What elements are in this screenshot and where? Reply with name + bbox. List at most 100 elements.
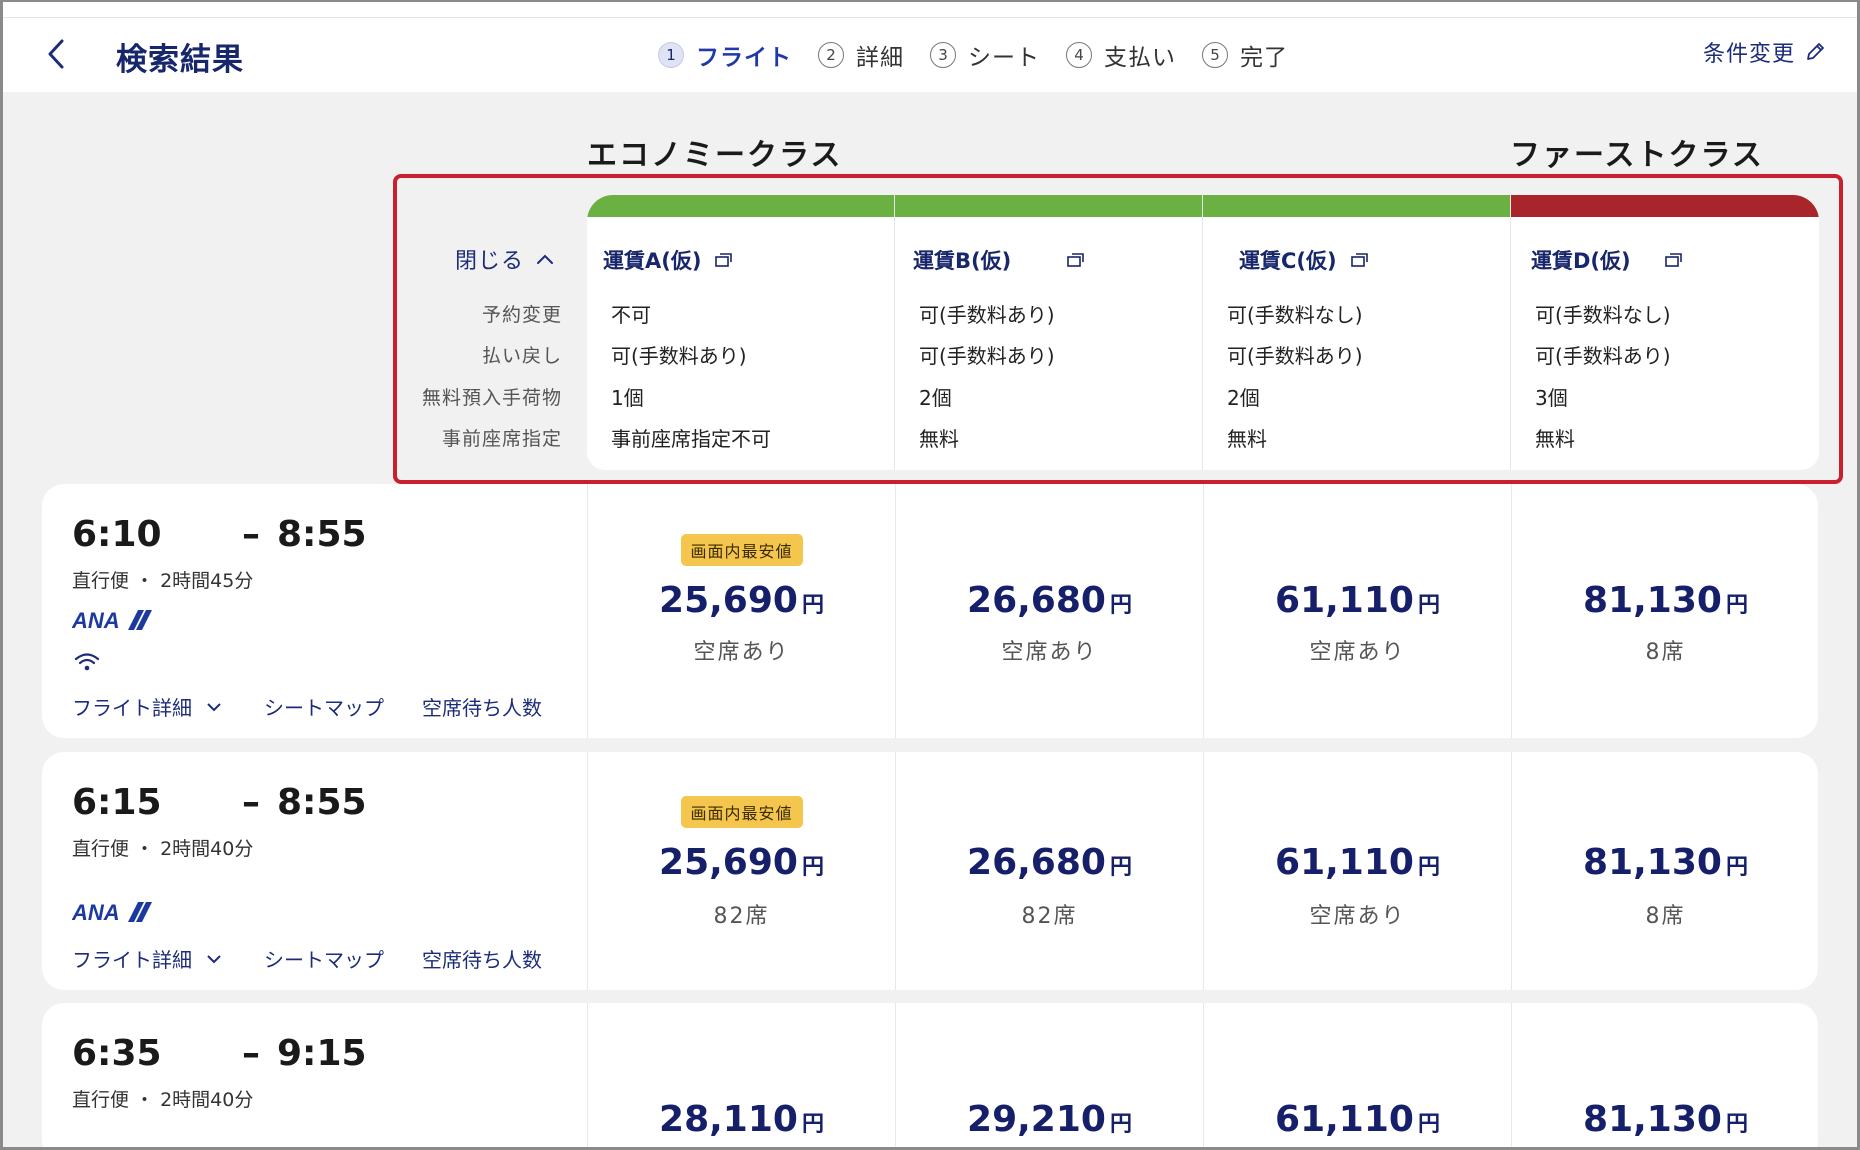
price-cell[interactable]: 画面内最安値 25,690 円 空席あり xyxy=(587,484,895,738)
price-cell[interactable]: 61,110 円 空席あり xyxy=(1203,484,1511,738)
close-fare-details-toggle[interactable]: 閉じる xyxy=(455,243,554,275)
seat-map-link[interactable]: シートマップ xyxy=(264,696,384,720)
step-flight[interactable]: 1 フライト xyxy=(658,38,792,72)
price-cell[interactable]: 26,680 円 82席 xyxy=(895,752,1203,990)
flight-card: 6:15 – 8:55 直行便 ・ 2時間40分 ANA フライト詳細 シートマ… xyxy=(42,752,1818,990)
price: 25,690 円 xyxy=(588,842,895,883)
seat-map-link[interactable]: シートマップ xyxy=(264,948,384,972)
currency-unit: 円 xyxy=(1109,855,1132,880)
step-details[interactable]: 2 詳細 xyxy=(818,38,904,72)
step-complete[interactable]: 5 完了 xyxy=(1202,38,1288,72)
step-number: 4 xyxy=(1066,42,1092,68)
back-button[interactable] xyxy=(39,34,73,74)
flight-summary: 直行便 ・ 2時間45分 xyxy=(72,570,254,592)
fare-value: 可(手数料なし) xyxy=(1535,303,1671,327)
fare-color-bar xyxy=(587,195,894,217)
currency-unit: 円 xyxy=(1109,1112,1132,1137)
seat-availability: 空席あり xyxy=(1001,640,1098,665)
close-label: 閉じる xyxy=(455,249,525,274)
waitlist-link[interactable]: 空席待ち人数 xyxy=(422,948,542,972)
change-conditions-link[interactable]: 条件変更 xyxy=(1703,36,1825,68)
price: 81,130 円 xyxy=(1512,1099,1818,1140)
flight-details-link[interactable]: フライト詳細 xyxy=(72,692,222,721)
row-label-seat-selection: 事前座席指定 xyxy=(441,428,562,450)
chevron-left-icon xyxy=(48,39,64,69)
waitlist-link[interactable]: 空席待ち人数 xyxy=(422,696,542,720)
price: 61,110 円 xyxy=(1204,1099,1511,1140)
fare-name-link[interactable]: 運賃A(仮) xyxy=(603,245,733,275)
header-bar: 検索結果 1 フライト 2 詳細 3 シート 4 支払い 5 完了 条件変更 xyxy=(3,18,1857,92)
fare-name-link[interactable]: 運賃D(仮) xyxy=(1531,245,1683,275)
price-cell[interactable]: 29,210 円 xyxy=(895,1003,1203,1150)
price: 81,130 円 xyxy=(1512,580,1818,621)
flight-summary: 直行便 ・ 2時間40分 xyxy=(72,838,254,860)
fare-value: 可(手数料なし) xyxy=(1227,303,1363,327)
flight-details-link[interactable]: フライト詳細 xyxy=(72,944,222,973)
fare-column-c: 運賃C(仮) 可(手数料なし) 可(手数料あり) 2個 無料 xyxy=(1203,195,1511,470)
fare-highlight-outline xyxy=(393,174,1843,484)
first-class-title: ファーストクラス xyxy=(1510,138,1764,173)
row-label-change: 予約変更 xyxy=(481,304,562,326)
price-amount: 61,110 xyxy=(1275,842,1414,883)
price-amount: 25,690 xyxy=(659,580,798,621)
currency-unit: 円 xyxy=(1725,855,1748,880)
fare-name-link[interactable]: 運賃C(仮) xyxy=(1239,245,1369,275)
price-cell[interactable]: 81,130 円 xyxy=(1511,1003,1818,1150)
price-cell[interactable]: 61,110 円 xyxy=(1203,1003,1511,1150)
fare-value: 事前座席指定不可 xyxy=(611,427,771,451)
step-seat[interactable]: 3 シート xyxy=(930,38,1040,72)
step-number: 1 xyxy=(658,42,684,68)
price-cell[interactable]: 81,130 円 8席 xyxy=(1511,484,1818,738)
fare-value: 無料 xyxy=(919,427,959,451)
fare-name: 運賃B(仮) xyxy=(913,249,1012,273)
price-amount: 25,690 xyxy=(659,842,798,883)
wifi-icon xyxy=(74,653,100,671)
chevron-down-icon xyxy=(207,702,221,711)
fare-value: 無料 xyxy=(1535,427,1575,451)
step-label: シート xyxy=(968,45,1040,71)
time-separator: – xyxy=(242,514,260,555)
seat-availability: 空席あり xyxy=(1309,904,1406,929)
price-cell[interactable]: 28,110 円 xyxy=(587,1003,895,1150)
lowest-price-badge: 画面内最安値 xyxy=(680,796,803,828)
seat-availability: 空席あり xyxy=(1309,640,1406,665)
fare-column-d: 運賃D(仮) 可(手数料なし) 可(手数料あり) 3個 無料 xyxy=(1511,195,1819,470)
fare-value: 1個 xyxy=(611,386,644,410)
price-cell[interactable]: 26,680 円 空席あり xyxy=(895,484,1203,738)
fare-value: 可(手数料あり) xyxy=(611,344,747,368)
svg-text:ANA: ANA xyxy=(72,608,120,632)
price: 61,110 円 xyxy=(1204,842,1511,883)
flight-links: フライト詳細 シートマップ 空席待ち人数 xyxy=(72,692,542,721)
page-title: 検索結果 xyxy=(116,42,244,78)
link-label: フライト詳細 xyxy=(72,696,192,720)
flight-info: 6:15 – 8:55 直行便 ・ 2時間40分 ANA フライト詳細 シートマ… xyxy=(42,752,587,990)
change-conditions-label: 条件変更 xyxy=(1702,42,1795,67)
price-amount: 26,680 xyxy=(967,580,1106,621)
fare-name: 運賃C(仮) xyxy=(1239,249,1337,273)
economy-class-title: エコノミークラス xyxy=(587,138,843,173)
step-label: 完了 xyxy=(1240,45,1288,71)
price-cell[interactable]: 画面内最安値 25,690 円 82席 xyxy=(587,752,895,990)
step-number: 5 xyxy=(1202,42,1228,68)
price-amount: 26,680 xyxy=(967,842,1106,883)
flight-summary: 直行便 ・ 2時間40分 xyxy=(72,1089,254,1111)
price-cell[interactable]: 61,110 円 空席あり xyxy=(1203,752,1511,990)
fare-value: 可(手数料あり) xyxy=(919,344,1055,368)
step-number: 3 xyxy=(930,42,956,68)
fare-value: 可(手数料あり) xyxy=(919,303,1055,327)
price-cell[interactable]: 81,130 円 8席 xyxy=(1511,752,1818,990)
currency-unit: 円 xyxy=(1109,593,1132,618)
currency-unit: 円 xyxy=(1725,1112,1748,1137)
fare-name-link[interactable]: 運賃B(仮) xyxy=(913,245,1085,275)
price-amount: 81,130 xyxy=(1583,842,1722,883)
currency-unit: 円 xyxy=(1417,593,1440,618)
pencil-icon xyxy=(1807,43,1824,60)
fare-color-bar xyxy=(1203,195,1510,217)
lowest-price-badge: 画面内最安値 xyxy=(680,534,803,566)
fare-comparison-panel: 運賃A(仮) 不可 可(手数料あり) 1個 事前座席指定不可 運賃B(仮) 可(… xyxy=(587,195,1819,470)
step-payment[interactable]: 4 支払い xyxy=(1066,38,1176,72)
external-window-icon xyxy=(1664,253,1682,267)
fare-value: 可(手数料あり) xyxy=(1535,344,1671,368)
price: 26,680 円 xyxy=(896,842,1203,883)
external-window-icon xyxy=(715,253,733,267)
